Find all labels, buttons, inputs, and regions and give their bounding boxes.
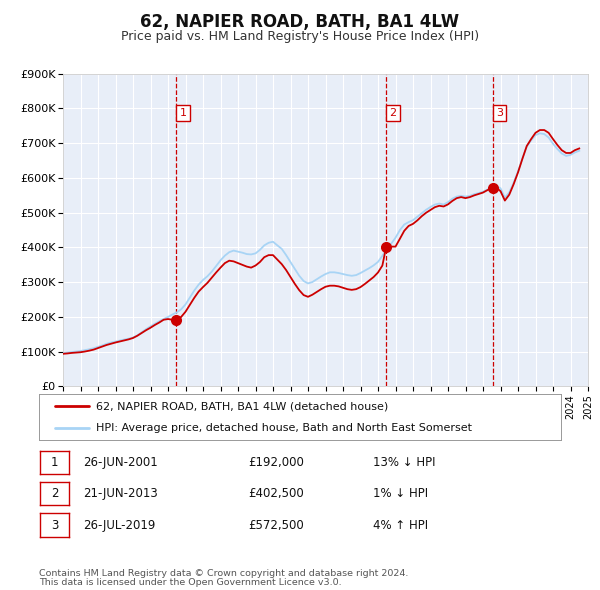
Text: £192,000: £192,000 <box>248 456 304 469</box>
Text: 62, NAPIER ROAD, BATH, BA1 4LW: 62, NAPIER ROAD, BATH, BA1 4LW <box>140 14 460 31</box>
Text: 4% ↑ HPI: 4% ↑ HPI <box>373 519 428 532</box>
Text: 2: 2 <box>51 487 58 500</box>
Text: 62, NAPIER ROAD, BATH, BA1 4LW (detached house): 62, NAPIER ROAD, BATH, BA1 4LW (detached… <box>97 401 389 411</box>
Text: Contains HM Land Registry data © Crown copyright and database right 2024.: Contains HM Land Registry data © Crown c… <box>39 569 409 578</box>
Text: This data is licensed under the Open Government Licence v3.0.: This data is licensed under the Open Gov… <box>39 578 341 587</box>
Text: HPI: Average price, detached house, Bath and North East Somerset: HPI: Average price, detached house, Bath… <box>97 423 472 433</box>
Text: 26-JUL-2019: 26-JUL-2019 <box>83 519 156 532</box>
Text: 3: 3 <box>51 519 58 532</box>
Text: 1: 1 <box>51 456 58 469</box>
Text: 1% ↓ HPI: 1% ↓ HPI <box>373 487 428 500</box>
Text: £572,500: £572,500 <box>248 519 304 532</box>
Text: 1: 1 <box>179 108 187 118</box>
Text: 3: 3 <box>496 108 503 118</box>
Text: £402,500: £402,500 <box>248 487 304 500</box>
Text: 26-JUN-2001: 26-JUN-2001 <box>83 456 158 469</box>
Text: 2: 2 <box>389 108 397 118</box>
Text: 21-JUN-2013: 21-JUN-2013 <box>83 487 158 500</box>
Text: 13% ↓ HPI: 13% ↓ HPI <box>373 456 436 469</box>
Text: Price paid vs. HM Land Registry's House Price Index (HPI): Price paid vs. HM Land Registry's House … <box>121 30 479 43</box>
